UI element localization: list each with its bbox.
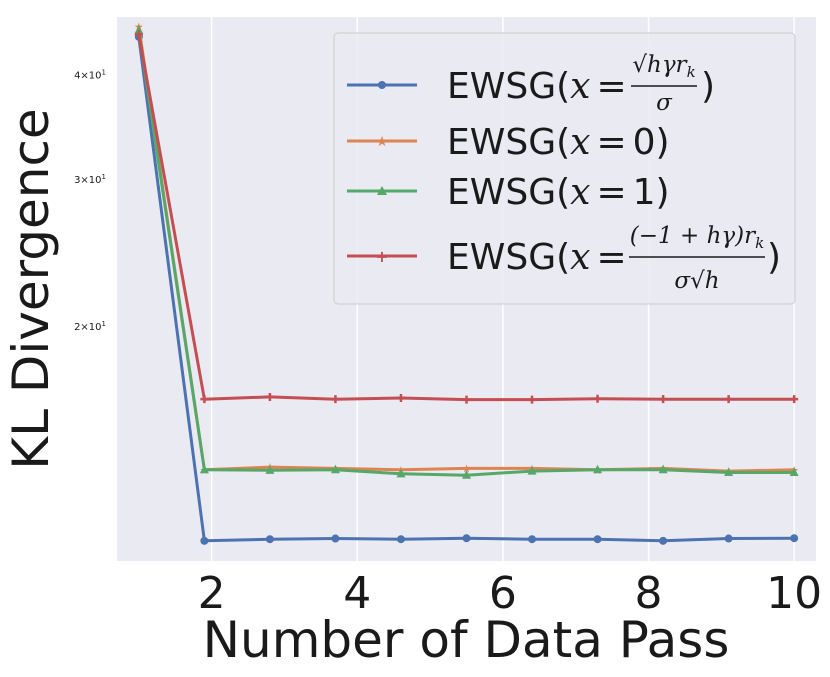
svg-text:EWSG(x=0): EWSG(x = 0): [447, 122, 670, 163]
data-point: [331, 395, 340, 404]
series-3: [134, 25, 799, 479]
legend-value: 1: [633, 172, 656, 213]
y-tick-label: 2×101: [74, 320, 106, 333]
legend-var: x: [570, 122, 590, 163]
data-point: [528, 395, 537, 404]
legend-denominator: σ√h: [674, 268, 719, 294]
svg-text:EWSG(x=: EWSG(x =: [447, 66, 627, 107]
legend-label-prefix: EWSG(: [447, 237, 570, 278]
legend-numerator: (−1 + hγ)rk: [630, 223, 764, 252]
data-point: [396, 468, 406, 478]
data-point: [134, 25, 144, 34]
data-point: [396, 535, 405, 544]
x-tick-label: 10: [766, 568, 822, 619]
series-1: [134, 32, 799, 545]
data-point: [200, 395, 209, 404]
data-point: [331, 534, 340, 543]
legend-item: EWSG(x = √hγrk σ ): [347, 52, 715, 116]
legend-eq: =: [596, 172, 626, 213]
y-axis-label: KL Divergence: [2, 108, 60, 469]
legend-numerator: √hγrk: [632, 52, 695, 81]
data-point: [724, 534, 733, 543]
legend-var: x: [570, 66, 590, 107]
legend-eq: =: [596, 122, 626, 163]
x-tick-label: 8: [635, 568, 663, 619]
legend-item: + EWSG(x = (−1 + hγ)rk σ√h ): [347, 223, 781, 294]
data-point: [790, 534, 799, 543]
x-tick-label: 2: [198, 568, 226, 619]
data-point: [528, 535, 537, 544]
data-point: [265, 465, 275, 474]
legend-var: x: [570, 172, 590, 213]
svg-text:EWSG(x=: EWSG(x =: [447, 237, 627, 278]
data-point: ★: [462, 462, 472, 475]
series-4: [134, 30, 799, 404]
data-point: [659, 395, 668, 404]
legend-item: ★ EWSG(x = 0): [347, 122, 670, 163]
x-axis-label: Number of Data Pass: [203, 611, 730, 669]
data-point: [134, 30, 143, 39]
legend-label-prefix: EWSG(: [447, 122, 570, 163]
data-point: [462, 534, 471, 543]
x-tick-label: 4: [343, 568, 371, 619]
legend: EWSG(x = √hγrk σ ) ★ EWSG(x = 0) EWSG(x = 1): [333, 32, 796, 305]
legend-value: 0: [633, 122, 656, 163]
data-point: [199, 464, 209, 474]
legend-eq: =: [596, 237, 626, 278]
data-point: [396, 394, 405, 403]
x-tick-labels: 2 4 6 8 10: [198, 568, 823, 619]
svg-text:EWSG(x=1): EWSG(x = 1): [447, 172, 670, 213]
legend-label-prefix: EWSG(: [447, 66, 570, 107]
legend-eq: =: [596, 66, 626, 107]
legend-label-prefix: EWSG(: [447, 172, 570, 213]
legend-marker-star: ★: [376, 134, 389, 150]
data-point: [330, 464, 340, 474]
data-point: [593, 464, 603, 474]
legend-denominator: σ: [656, 90, 673, 116]
legend-var: x: [570, 237, 590, 278]
data-point: [200, 536, 209, 545]
x-tick-label: 6: [489, 568, 517, 619]
data-point: [790, 395, 799, 404]
y-tick-labels: 4×101 3×101 2×101: [74, 69, 106, 334]
data-point: [462, 395, 471, 404]
legend-marker-triangle: [377, 186, 387, 195]
legend-marker-circle: [378, 81, 386, 89]
data-point: [724, 467, 734, 476]
legend-label-suffix: ): [656, 122, 670, 163]
data-point: [265, 392, 274, 401]
data-point: [593, 535, 602, 544]
data-point: [658, 464, 668, 474]
legend-box: [333, 32, 796, 305]
data-point: [789, 467, 799, 476]
data-point: [593, 394, 602, 403]
legend-marker-plus: +: [375, 247, 388, 266]
data-point: [462, 470, 471, 479]
data-point: [724, 395, 733, 404]
data-point: [527, 466, 537, 475]
legend-label-suffix: ): [656, 172, 670, 213]
data-point: [659, 536, 668, 545]
y-tick-label: 4×101: [74, 69, 106, 82]
y-tick-label: 3×101: [74, 173, 106, 186]
legend-item: EWSG(x = 1): [347, 172, 670, 213]
legend-label-suffix: ): [767, 237, 781, 278]
legend-label-suffix: ): [701, 66, 715, 107]
data-point: [265, 535, 274, 544]
series-layer: ★★★★★★★★★★★: [134, 20, 799, 545]
